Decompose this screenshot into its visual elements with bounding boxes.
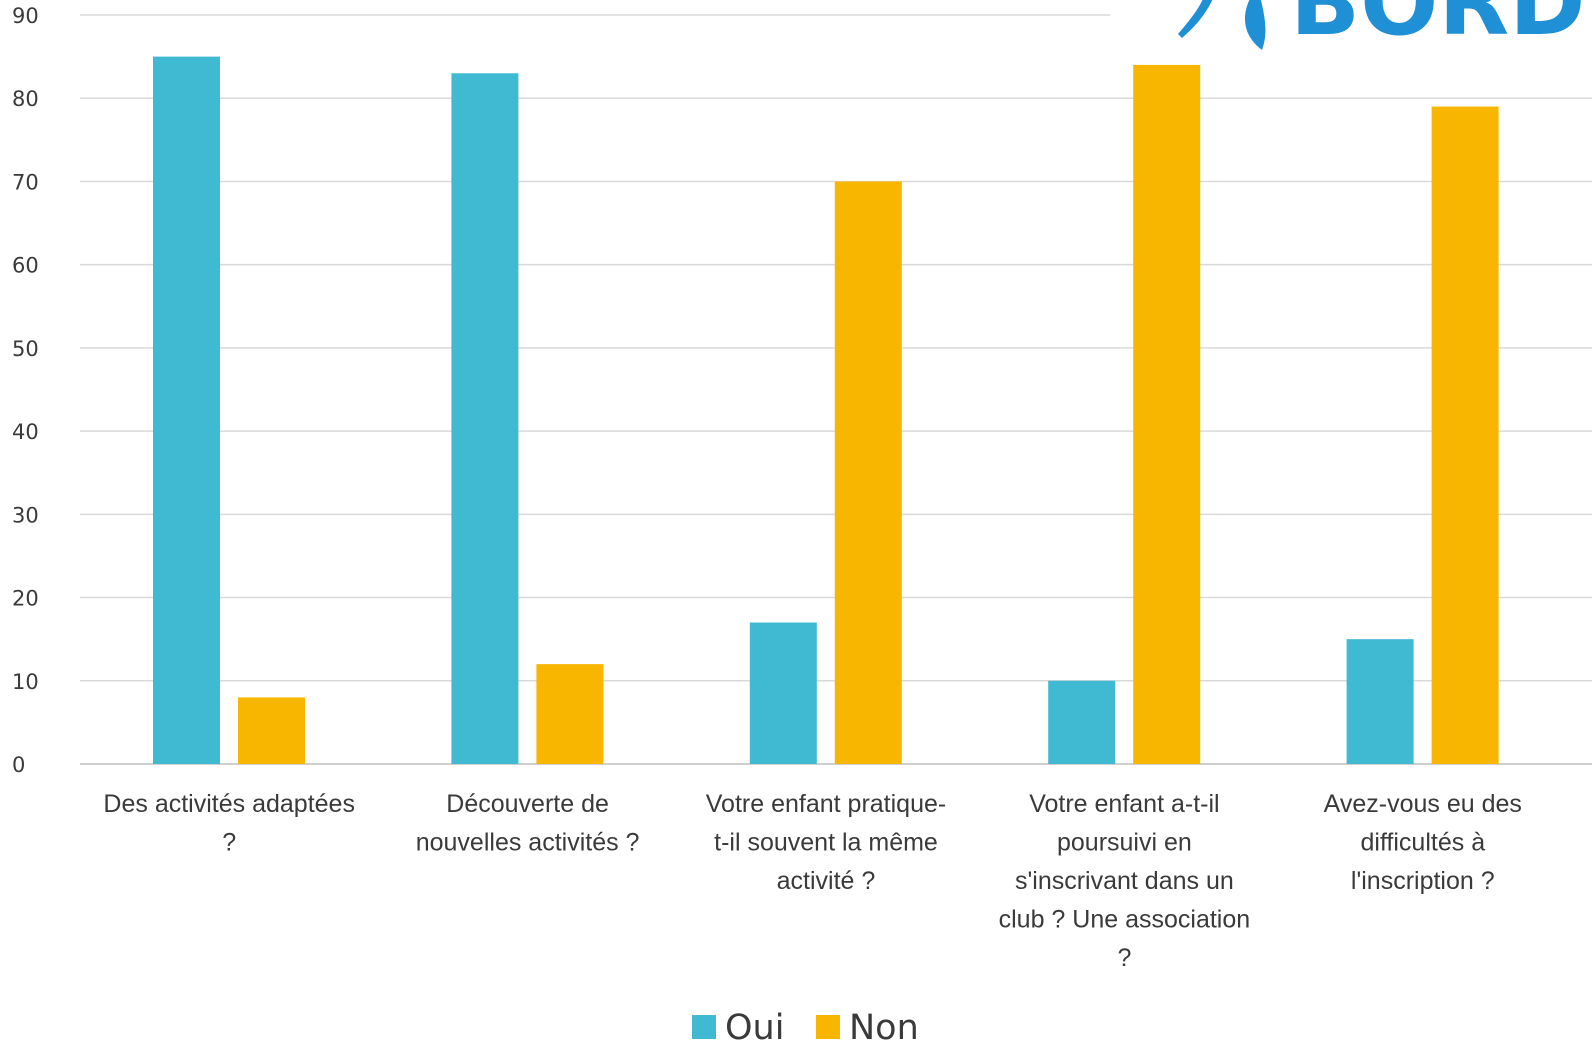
legend: Oui Non: [692, 1008, 919, 1048]
logo-swoosh-icon: [1178, 0, 1213, 38]
x-category-label: Des activités adaptées?: [103, 790, 355, 857]
x-axis-category-labels: Des activités adaptées ? Découverte de nouv…: [103, 790, 1522, 972]
y-tick-label: 20: [12, 587, 39, 611]
bar-non: [1431, 106, 1499, 765]
logo-text: BORDEA: [1290, 0, 1592, 56]
y-tick-label: 10: [12, 670, 39, 694]
bar-non: [1133, 64, 1201, 764]
y-axis-tick-labels: 0 10 20 30 40 50 60 70 80 90: [12, 4, 39, 777]
bar-oui: [1048, 680, 1116, 764]
logo: BORDEA: [1178, 0, 1592, 56]
bar-oui: [153, 56, 220, 765]
y-tick-label: 60: [12, 254, 39, 278]
legend-label-oui: Oui: [725, 1008, 784, 1048]
y-tick-label: 30: [12, 503, 39, 527]
bar-oui: [1346, 639, 1414, 764]
y-tick-label: 50: [12, 337, 39, 361]
x-category-label: Votre enfant a-t-il poursuivi en s'inscriv…: [999, 790, 1251, 972]
legend-label-non: Non: [849, 1008, 919, 1048]
y-tick-label: 0: [12, 753, 25, 777]
y-tick-label: 90: [12, 4, 39, 28]
logo-leaf-icon: [1245, 0, 1266, 50]
x-category-label: Votre enfant pratique-t-il souvent la mê…: [706, 790, 946, 895]
bar-oui: [749, 622, 817, 764]
x-category-label: Avez-vous eu des difficultés à l'inscripti…: [1324, 790, 1522, 895]
bar-non: [238, 697, 305, 764]
bar-non: [536, 664, 604, 764]
y-tick-label: 70: [12, 170, 39, 194]
y-tick-label: 40: [12, 420, 39, 444]
legend-swatch-oui: [692, 1015, 716, 1039]
bar-oui: [451, 73, 519, 764]
bar-non: [834, 181, 902, 764]
y-tick-label: 80: [12, 87, 39, 111]
x-category-label: Découverte de nouvelles activités ?: [416, 790, 640, 857]
legend-swatch-non: [816, 1015, 840, 1039]
bars: [153, 56, 1499, 765]
